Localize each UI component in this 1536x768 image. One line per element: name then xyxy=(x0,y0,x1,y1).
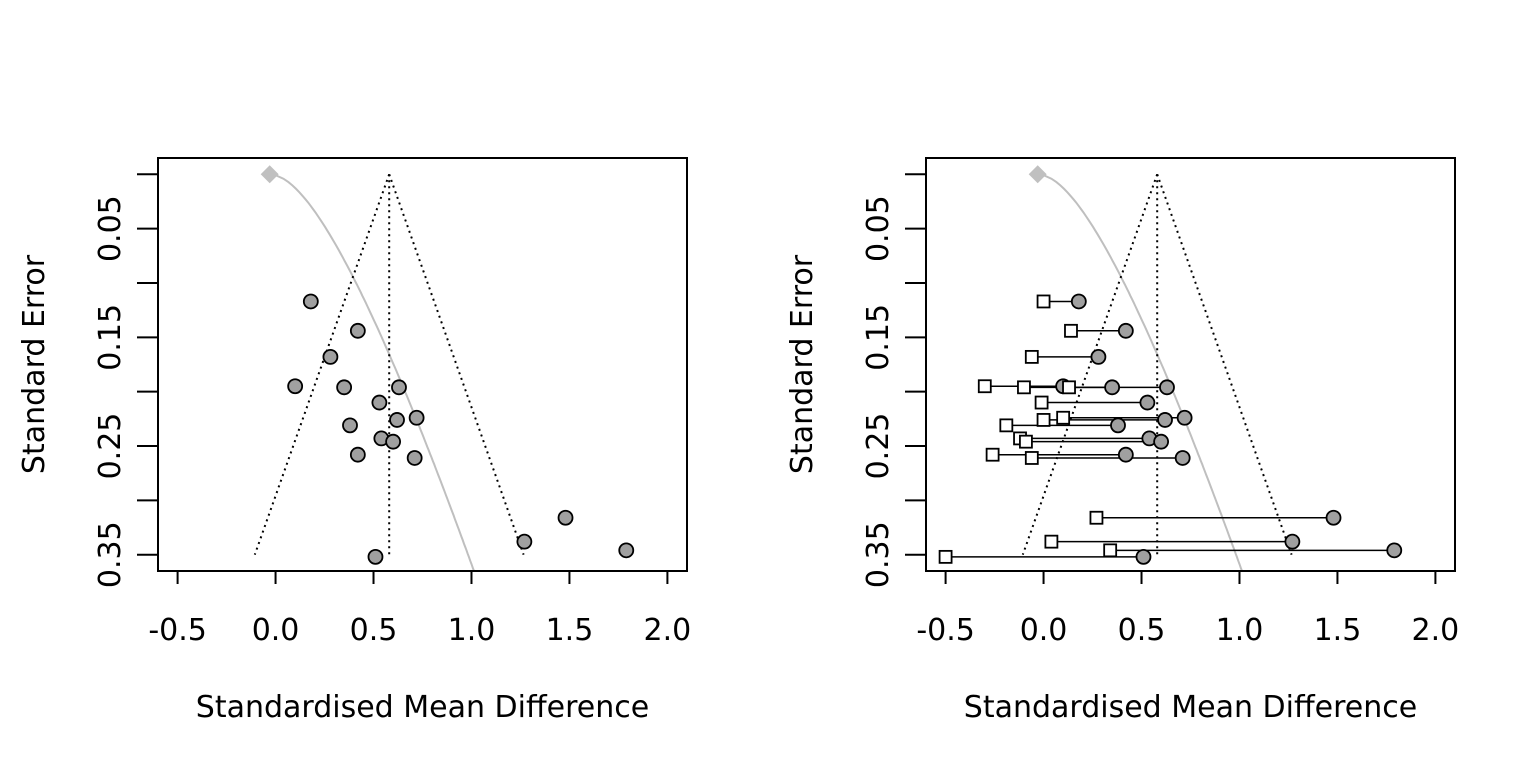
x-tick-label: 1.5 xyxy=(546,613,594,648)
study-point xyxy=(1117,322,1134,339)
study-point xyxy=(1117,446,1134,463)
adjustment-curve xyxy=(1037,173,1243,572)
study-point xyxy=(287,378,304,395)
x-tick-label: 0.5 xyxy=(350,613,398,648)
study-point xyxy=(1284,533,1301,550)
x-tick-label: 0.5 xyxy=(1118,613,1166,648)
y-axis-title: Standard Error xyxy=(785,254,820,474)
study-point xyxy=(1174,450,1191,466)
plot-frame xyxy=(925,157,1456,572)
adjusted-study-point xyxy=(1024,451,1039,465)
study-point xyxy=(516,533,533,550)
study-point xyxy=(1139,394,1156,411)
funnel-right-line xyxy=(388,173,525,556)
study-point xyxy=(342,417,358,434)
study-point xyxy=(1325,509,1342,526)
study-point xyxy=(349,322,366,339)
adjusted-study-point xyxy=(977,379,992,394)
study-point xyxy=(389,412,405,428)
adjusted-study-point xyxy=(1034,395,1049,410)
study-point xyxy=(1176,409,1193,426)
study-point xyxy=(1090,348,1107,365)
y-tick-label: 0.05 xyxy=(861,195,896,262)
adjusted-study-point xyxy=(1064,323,1078,338)
study-point xyxy=(336,379,353,396)
x-tick-label: 1.5 xyxy=(1314,613,1362,648)
adjusted-estimate-diamond xyxy=(260,165,279,184)
x-tick-label: -0.5 xyxy=(148,613,207,648)
y-tick-label: 0.25 xyxy=(861,413,896,480)
adjusted-study-point xyxy=(999,418,1014,433)
adjusted-study-point xyxy=(1036,413,1051,427)
funnel-plot-left-panel: -0.5 0.0 0.5 1.0 1.5 2.0 Standardised Mean Dif… xyxy=(17,157,692,725)
y-tick-label: 0.35 xyxy=(93,521,128,588)
x-tick-label: 0.0 xyxy=(252,613,300,648)
adjusted-study-point xyxy=(1024,349,1039,364)
study-point xyxy=(391,379,407,396)
adjusted-study-point xyxy=(938,549,953,564)
study-point xyxy=(322,348,339,365)
study-point xyxy=(1070,293,1087,310)
x-tick-label: 2.0 xyxy=(644,613,692,648)
x-tick-label: 1.0 xyxy=(448,613,496,648)
adjusted-study-point xyxy=(1062,380,1076,395)
study-point xyxy=(1386,542,1403,559)
study-point xyxy=(1153,433,1170,450)
study-point xyxy=(371,394,388,411)
study-point xyxy=(1157,412,1173,428)
study-point xyxy=(302,293,319,310)
x-axis-title: Standardised Mean Difference xyxy=(964,690,1417,725)
funnel-right-line xyxy=(1156,173,1293,556)
study-point xyxy=(1110,417,1126,434)
adjustment-curve xyxy=(269,173,475,572)
x-axis-title: Standardised Mean Difference xyxy=(196,690,649,725)
study-point xyxy=(1104,379,1121,396)
funnel-plot-right-panel: -0.5 0.0 0.5 1.0 1.5 2.0 Standardised Mean Dif… xyxy=(785,157,1460,725)
y-tick-label: 0.35 xyxy=(861,521,896,588)
study-point xyxy=(349,446,366,463)
y-tick-label: 0.05 xyxy=(93,195,128,262)
study-point xyxy=(385,433,402,450)
plot-frame xyxy=(157,157,688,572)
x-tick-label: 2.0 xyxy=(1412,613,1460,648)
study-point xyxy=(367,548,384,565)
study-point xyxy=(406,450,423,466)
adjusted-study-point xyxy=(1056,410,1071,425)
study-point xyxy=(408,409,425,426)
adjusted-study-point xyxy=(1019,434,1033,449)
y-axis-title: Standard Error xyxy=(17,254,52,474)
study-point xyxy=(618,542,635,559)
study-point xyxy=(1159,379,1175,396)
adjusted-estimate-diamond xyxy=(1028,165,1047,184)
study-point xyxy=(1135,548,1152,565)
adjusted-study-point xyxy=(985,447,1000,462)
adjusted-study-point xyxy=(1089,510,1104,525)
y-tick-label: 0.15 xyxy=(93,304,128,371)
adjusted-study-point xyxy=(1103,543,1118,558)
x-tick-label: 1.0 xyxy=(1216,613,1264,648)
study-point xyxy=(557,509,574,526)
adjusted-study-point xyxy=(1044,534,1059,549)
funnel-left-line xyxy=(253,173,391,556)
y-tick-label: 0.25 xyxy=(93,413,128,480)
adjusted-study-point xyxy=(1017,380,1031,395)
y-tick-label: 0.15 xyxy=(861,304,896,371)
x-tick-label: -0.5 xyxy=(916,613,975,648)
adjusted-study-point xyxy=(1036,294,1051,309)
funnel-left-line xyxy=(1021,173,1159,556)
x-tick-label: 0.0 xyxy=(1020,613,1068,648)
